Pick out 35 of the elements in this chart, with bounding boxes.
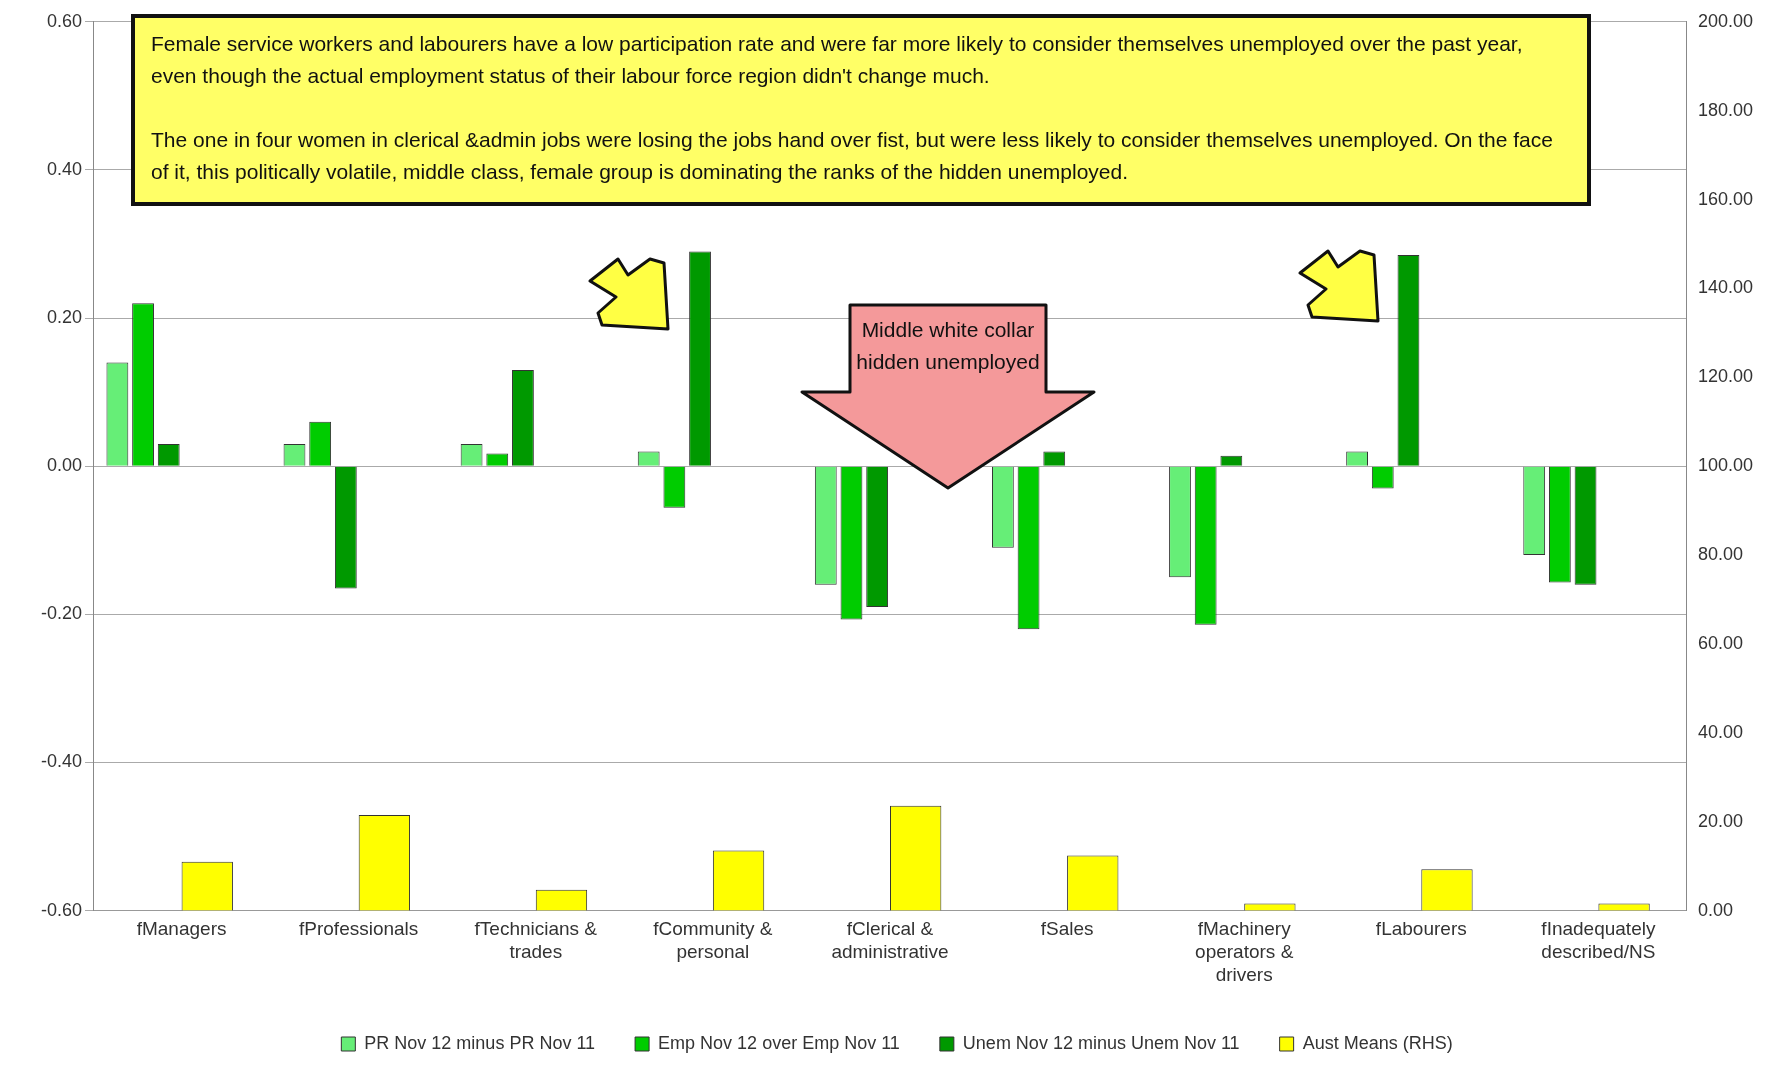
- y2-tick-label: 60.00: [1697, 632, 1743, 653]
- annotation: Middle white collar hidden unemployed: [855, 317, 1041, 375]
- y-tick-label: 0.00: [46, 455, 83, 476]
- note-box: Female service workers and labourers have a low participation rate and were far more likely to consider themselves unemployed over the past year, even though the actual employment status of their labour force region didn't change much. The one in four women in clerical &admin jobs were losing the jobs hand over fist, but were less likely to consider themselves unemployed. On the face of it, this politically volatile, middle class, female group is dominating the ranks of the hidden unemployed.: [131, 14, 1591, 206]
- legend-label: PR Nov 12 minus PR Nov 11: [364, 1032, 596, 1053]
- legend-label: Emp Nov 12 over Emp Nov 11: [658, 1032, 900, 1053]
- legend-label: Unem Nov 12 minus Unem Nov 11: [962, 1032, 1240, 1053]
- annotation: The one in four women in clerical &admin jobs were losing the jobs hand over fist, but were less likely to consider themselves unemployed. On the face of it, this politically volatile, middle class, female group is dominating the ranks of the hidden unemployed.: [151, 127, 1554, 185]
- x-tick-label: fTechnicians & trades: [474, 918, 598, 963]
- y2-tick-label: 140.00: [1697, 277, 1754, 298]
- y-tick-label: -0.60: [41, 899, 83, 920]
- y2-tick-label: 120.00: [1697, 366, 1754, 387]
- y2-tick-label: 100.00: [1697, 455, 1754, 476]
- y-tick-label: -0.40: [41, 751, 83, 772]
- y2-tick-label: 160.00: [1697, 188, 1754, 209]
- y2-tick-label: 80.00: [1697, 544, 1743, 565]
- y2-tick-label: 180.00: [1697, 99, 1754, 120]
- y-tick-label: 0.20: [46, 307, 83, 328]
- x-tick-label: fMachinery operators & drivers: [1195, 918, 1294, 985]
- y2-tick-label: 40.00: [1697, 721, 1743, 742]
- x-tick-label: fClerical & administrative: [831, 918, 949, 963]
- y-tick-label: 0.40: [46, 158, 83, 179]
- legend-label: Aust Means (RHS): [1302, 1032, 1453, 1053]
- y2-tick-label: 20.00: [1697, 810, 1743, 831]
- y2-tick-label: 0.00: [1697, 899, 1733, 920]
- y-tick-label: 0.60: [46, 10, 83, 31]
- y2-tick-label: 200.00: [1697, 10, 1754, 31]
- annotation: Female service workers and labourers have a low participation rate and were far more likely to consider themselves unemployed over the past year, even though the actual employment status of their labour force region didn't change much.: [151, 31, 1524, 89]
- y-tick-label: -0.20: [41, 603, 83, 624]
- x-tick-label: fInadequately described/NS: [1541, 918, 1656, 963]
- x-tick-label: fCommunity & personal: [653, 918, 773, 963]
- x-tick-label: fManagers: [136, 918, 227, 940]
- x-tick-label: fProfessionals: [299, 918, 419, 940]
- x-tick-label: fSales: [1040, 918, 1094, 940]
- x-tick-label: fLabourers: [1375, 918, 1467, 940]
